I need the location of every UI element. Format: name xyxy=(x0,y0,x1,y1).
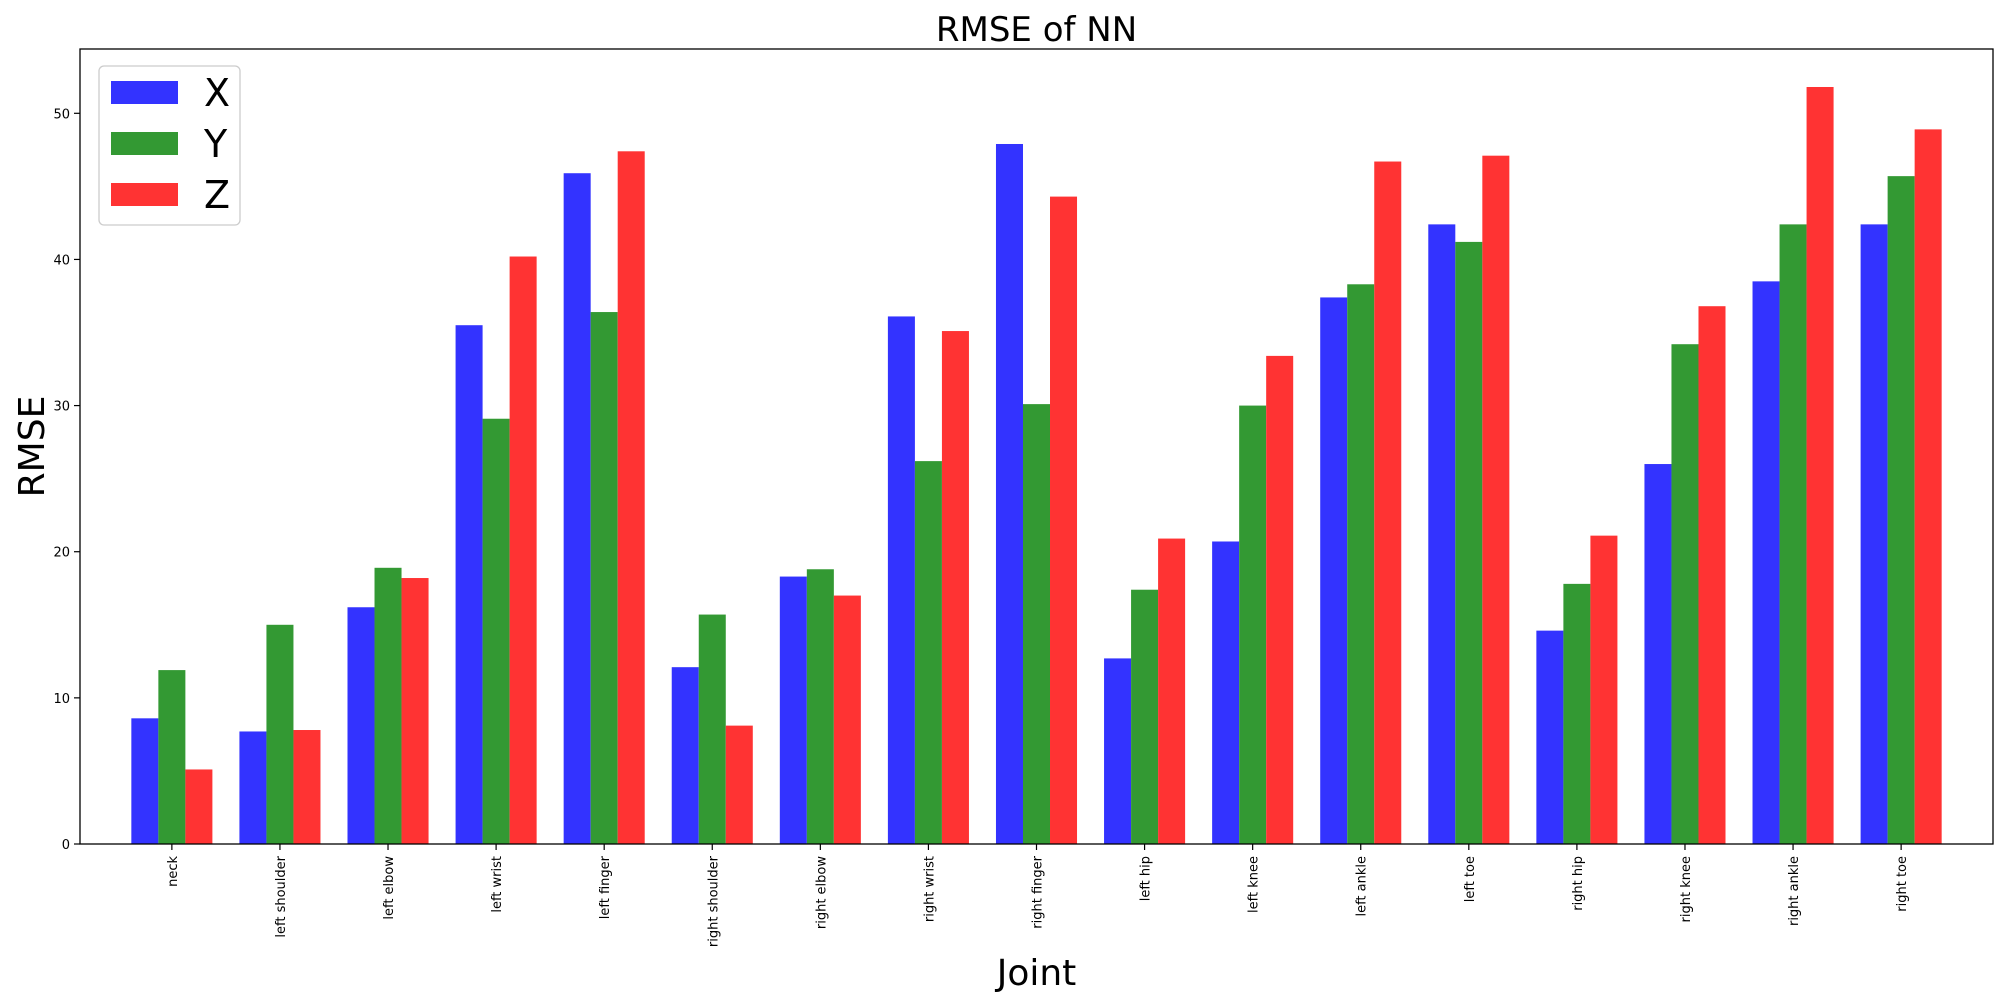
y-axis-title: RMSE xyxy=(12,396,53,498)
bar-z-left-toe xyxy=(1482,155,1510,844)
x-tick-label: right toe xyxy=(1895,856,1910,912)
bar-y-right-toe xyxy=(1887,176,1915,844)
y-tick-label: 10 xyxy=(53,692,70,707)
legend: XYZ xyxy=(98,65,241,226)
x-tick-label: left toe xyxy=(1463,856,1478,902)
bar-x-left-shoulder xyxy=(239,731,267,844)
legend-swatch-x xyxy=(111,81,178,104)
bar-y-right-knee xyxy=(1671,344,1699,844)
x-tick-label: left hip xyxy=(1139,856,1154,901)
bar-x-right-toe xyxy=(1860,224,1888,844)
bar-z-right-toe xyxy=(1914,129,1942,844)
bar-y-right-elbow xyxy=(806,569,834,844)
bar-z-right-hip xyxy=(1590,535,1618,844)
y-tick-label: 30 xyxy=(53,400,70,415)
y-tick-label: 20 xyxy=(53,546,70,561)
bar-y-right-shoulder xyxy=(698,614,726,844)
bar-x-right-elbow xyxy=(779,576,807,844)
bar-y-right-ankle xyxy=(1779,224,1807,844)
bar-x-left-ankle xyxy=(1320,297,1348,844)
legend-label-x: X xyxy=(204,71,230,115)
bar-y-left-toe xyxy=(1455,241,1483,844)
bar-y-left-knee xyxy=(1239,405,1267,844)
bar-y-right-hip xyxy=(1563,583,1591,844)
legend-swatch-y xyxy=(111,132,178,155)
bar-z-right-elbow xyxy=(833,595,861,844)
legend-label-y: Y xyxy=(203,122,228,166)
x-tick-label: right shoulder xyxy=(706,855,721,947)
bar-x-right-knee xyxy=(1644,464,1672,844)
x-tick-label: right hip xyxy=(1571,856,1586,911)
bar-y-right-finger xyxy=(1022,404,1051,844)
bar-z-right-knee xyxy=(1698,306,1726,844)
legend-swatch-z xyxy=(111,183,178,206)
bar-z-neck xyxy=(185,769,213,844)
bar-x-left-finger xyxy=(563,173,591,844)
y-tick-label: 0 xyxy=(62,838,70,853)
chart-title: RMSE of NN xyxy=(936,10,1137,50)
bar-x-left-toe xyxy=(1428,224,1456,844)
x-axis-ticks: neck left shoulder left elbow left wrist lef… xyxy=(166,844,1910,947)
legend-label-z: Z xyxy=(204,173,230,217)
bar-y-left-elbow xyxy=(374,567,402,844)
bar-z-left-elbow xyxy=(401,578,429,844)
x-tick-label: right knee xyxy=(1679,856,1694,922)
x-tick-label: right finger xyxy=(1031,855,1046,928)
bar-z-left-shoulder xyxy=(293,730,321,844)
bar-z-left-finger xyxy=(617,151,645,844)
bar-z-left-ankle xyxy=(1374,161,1402,844)
x-tick-label: right elbow xyxy=(814,856,829,929)
x-tick-label: left ankle xyxy=(1355,856,1370,917)
bar-z-right-finger xyxy=(1050,196,1078,845)
bar-x-right-shoulder xyxy=(671,667,699,844)
y-axis-ticks: 0 10 20 30 40 50 xyxy=(53,107,80,853)
bar-z-right-shoulder xyxy=(725,725,753,844)
y-tick-label: 40 xyxy=(53,253,70,268)
bar-y-neck xyxy=(158,670,186,844)
bar-z-right-wrist xyxy=(941,331,969,844)
bar-x-right-finger xyxy=(995,143,1023,844)
x-tick-label: left shoulder xyxy=(274,855,289,937)
bar-x-left-wrist xyxy=(455,325,483,844)
bar-z-left-knee xyxy=(1266,355,1294,844)
bar-y-left-ankle xyxy=(1347,284,1375,844)
bar-x-right-ankle xyxy=(1752,281,1780,844)
bar-x-left-hip xyxy=(1104,658,1132,844)
bar-z-right-ankle xyxy=(1806,86,1834,844)
x-tick-label: left wrist xyxy=(490,856,505,913)
x-tick-label: neck xyxy=(166,856,181,887)
bar-y-left-wrist xyxy=(482,418,510,844)
x-tick-label: left elbow xyxy=(382,856,397,920)
bar-y-left-finger xyxy=(590,312,618,844)
bar-z-left-hip xyxy=(1158,538,1186,844)
bar-x-left-elbow xyxy=(347,607,375,844)
x-tick-label: left knee xyxy=(1247,856,1262,913)
bars-layer xyxy=(131,86,1942,845)
bar-x-neck xyxy=(131,718,159,844)
bar-x-left-knee xyxy=(1212,541,1240,844)
y-tick-label: 50 xyxy=(53,107,70,122)
x-tick-label: right wrist xyxy=(922,856,937,922)
x-axis-title: Joint xyxy=(995,953,1077,994)
bar-y-right-wrist xyxy=(914,461,942,844)
bar-y-left-hip xyxy=(1131,589,1159,844)
bar-y-left-shoulder xyxy=(266,624,294,844)
bar-x-right-wrist xyxy=(887,316,915,844)
x-tick-label: left finger xyxy=(598,855,613,919)
bar-z-left-wrist xyxy=(509,256,537,844)
x-tick-label: right ankle xyxy=(1787,856,1802,926)
bar-x-right-hip xyxy=(1536,630,1564,844)
